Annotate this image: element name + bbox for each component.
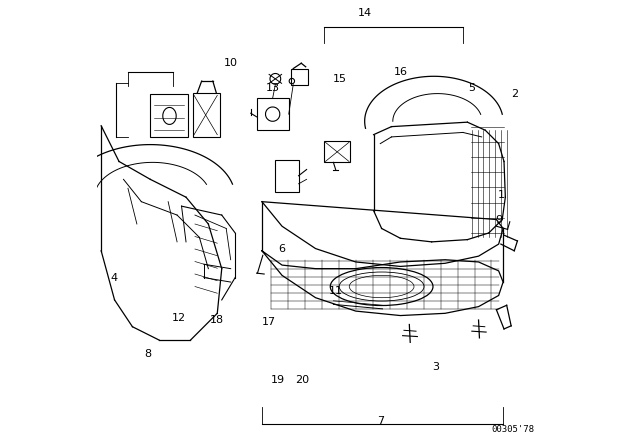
- Text: 4: 4: [110, 272, 117, 283]
- Text: 18: 18: [210, 315, 225, 325]
- Text: 15: 15: [333, 74, 347, 84]
- Text: 7: 7: [377, 415, 384, 426]
- FancyBboxPatch shape: [275, 159, 299, 192]
- Text: 11: 11: [328, 286, 342, 296]
- Text: 10: 10: [223, 58, 237, 68]
- Text: 17: 17: [262, 317, 276, 327]
- FancyBboxPatch shape: [193, 93, 220, 137]
- Text: 6: 6: [278, 244, 285, 254]
- Text: 19: 19: [271, 375, 285, 385]
- Text: 2: 2: [511, 90, 518, 99]
- Text: 12: 12: [172, 313, 186, 323]
- Text: 16: 16: [394, 67, 408, 77]
- FancyBboxPatch shape: [150, 95, 188, 137]
- Text: 1: 1: [497, 190, 504, 200]
- FancyBboxPatch shape: [324, 141, 350, 162]
- Text: 3: 3: [433, 362, 440, 372]
- Text: 14: 14: [358, 8, 372, 18]
- Text: 20: 20: [295, 375, 309, 385]
- Text: 5: 5: [468, 83, 476, 93]
- Text: 8: 8: [145, 349, 152, 358]
- Text: 00305'78: 00305'78: [492, 425, 534, 434]
- Text: 13: 13: [266, 83, 280, 93]
- FancyBboxPatch shape: [257, 98, 289, 130]
- FancyBboxPatch shape: [291, 69, 308, 85]
- Text: 9: 9: [495, 215, 502, 224]
